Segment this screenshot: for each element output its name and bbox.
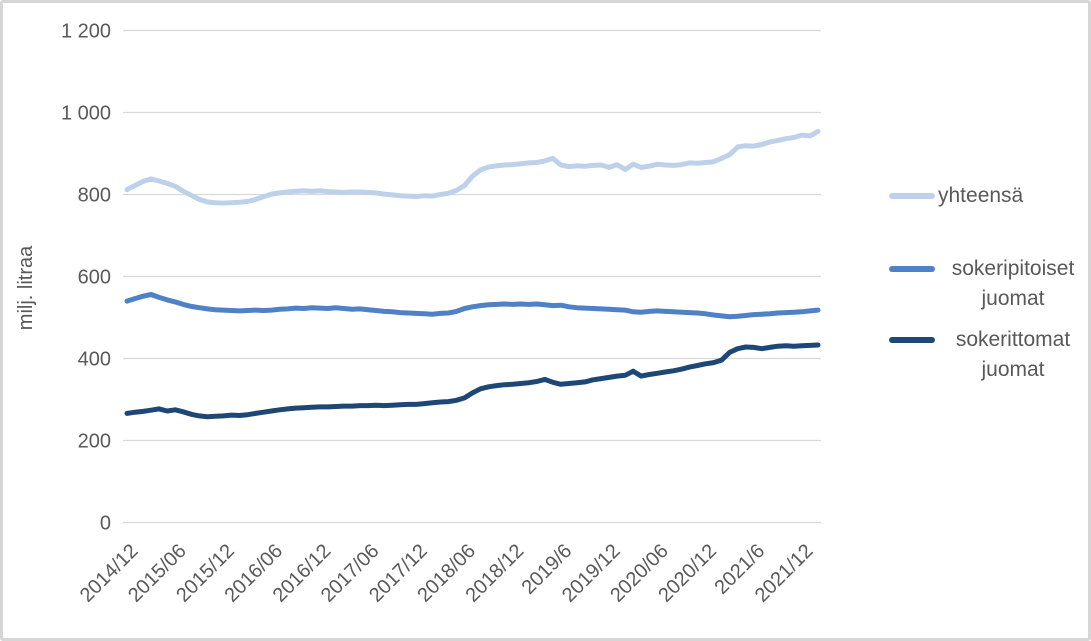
legend-label-sokerittomat-juomat: sokerittomat juomat xyxy=(955,328,1071,381)
y-tick-label: 1 000 xyxy=(61,103,111,125)
legend-marker-sokeripitoiset-juomat xyxy=(889,266,935,272)
series-line-yhteensa xyxy=(124,128,821,206)
y-tick-label: 0 xyxy=(100,513,111,535)
y-axis-title: milj. litraa xyxy=(15,245,37,330)
y-tick-label: 800 xyxy=(78,185,111,207)
legend-item-yhteensa: yhteensä xyxy=(889,181,1023,211)
series-line-sokerittomat-juomat xyxy=(124,342,821,420)
legend-label-sokeripitoiset-juomat: sokeripitoiset juomat xyxy=(951,257,1075,310)
legend-label-yhteensa: yhteensä xyxy=(938,184,1024,207)
y-tick-label: 400 xyxy=(78,349,111,371)
legend-marker-sokerittomat-juomat xyxy=(889,337,935,343)
legend-marker-yhteensa xyxy=(889,193,935,199)
y-tick-label: 600 xyxy=(78,267,111,289)
legend-item-sokerittomat-juomat: sokerittomat juomat xyxy=(889,325,1088,385)
legend-item-sokeripitoiset-juomat: sokeripitoiset juomat xyxy=(889,254,1088,314)
y-tick-label: 200 xyxy=(78,431,111,453)
y-tick-label: 1 200 xyxy=(61,21,111,43)
series-line-sokeripitoiset-juomat xyxy=(124,292,821,320)
legend: yhteensä sokeripitoiset juomat sokeritto… xyxy=(889,3,1088,638)
